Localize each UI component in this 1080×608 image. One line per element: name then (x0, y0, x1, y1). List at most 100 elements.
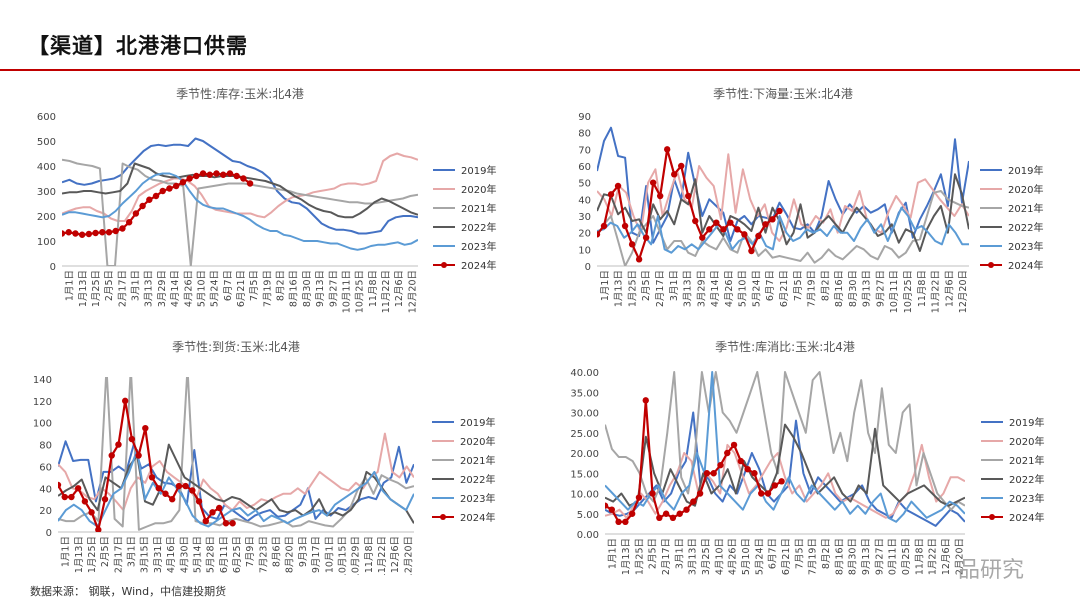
legend-label: 2020年 (1009, 435, 1044, 448)
y-tick-label: 40.00 (570, 368, 599, 379)
x-tick-label: 7月23日 (258, 536, 269, 573)
legend-item: 2022年 (980, 221, 1043, 234)
legend-label: 2024年 (461, 259, 496, 272)
data-point (68, 493, 75, 501)
data-point (146, 196, 153, 203)
x-tick-label: 1月13日 (614, 270, 625, 307)
data-point (737, 457, 745, 465)
data-point (769, 216, 776, 223)
chart-inventory: 季节性:库存:玉米:北4港 0 100 200 300 400 500 600 1月1日 1月13… (37, 86, 497, 313)
y-tick-label: 0 (50, 262, 56, 273)
x-tick-label: 10月29日 (351, 536, 362, 575)
data-point (206, 171, 213, 178)
data-point (95, 526, 102, 532)
x-tick-label: 12月6日 (394, 270, 405, 307)
x-tick-label: 1月1日 (600, 270, 611, 301)
data-point (132, 210, 140, 217)
x-tick-label: 10月25日 (903, 270, 914, 313)
y-tick-label: 50 (578, 179, 591, 190)
series-line-2022年 (58, 443, 414, 524)
x-tick-label: 11月22日 (381, 270, 392, 313)
legend-label: 2023年 (1009, 492, 1044, 505)
data-point (155, 485, 162, 492)
legend-marker (989, 514, 995, 520)
legend-item: 2021年 (432, 454, 495, 467)
data-point (92, 229, 99, 237)
series-line-2020年 (605, 443, 965, 519)
data-point (135, 452, 142, 459)
data-point (692, 217, 699, 225)
x-tick-label: 2月5日 (100, 536, 111, 567)
data-point (656, 192, 664, 200)
x-tick-label: 10月11日 (888, 538, 899, 575)
x-tick-label: 8月16日 (834, 270, 845, 307)
y-tick-label: 15.00 (570, 469, 599, 480)
x-tick-label: 9月27日 (875, 270, 886, 307)
x-tick-label: 10月25日 (901, 538, 912, 575)
x-tick-label: 4月26日 (728, 538, 739, 575)
data-point (607, 191, 615, 198)
data-point (635, 256, 643, 263)
chart-title: 季节性:到货:玉米:北4港 (172, 339, 300, 354)
x-tick-label: 3月29日 (157, 270, 168, 307)
x-tick-label: 12月20日 (958, 270, 969, 313)
data-point (605, 502, 609, 509)
data-point (139, 202, 146, 210)
legend-item: 2022年 (432, 473, 495, 486)
data-point (755, 232, 762, 240)
legend-label: 2019年 (1008, 164, 1043, 177)
y-tick-label: 30 (578, 212, 591, 223)
data-point (614, 182, 622, 190)
y-tick-label: 60 (39, 462, 52, 473)
legend-item: 2021年 (981, 454, 1044, 467)
data-point (179, 179, 187, 186)
series-line-2021年 (58, 377, 414, 531)
y-tick-label: 400 (37, 162, 56, 173)
legend-item: 2024年 (433, 259, 496, 272)
data-point (764, 490, 772, 497)
data-point (105, 229, 113, 236)
data-point (621, 222, 629, 230)
x-tick-label: 4月16日 (166, 536, 177, 573)
data-point (649, 179, 657, 186)
series-line-2023年 (58, 449, 414, 528)
data-point (168, 496, 176, 503)
data-point (776, 207, 783, 215)
x-tick-label: 1月25日 (91, 270, 102, 307)
data-point (713, 219, 720, 226)
data-point (685, 192, 692, 200)
data-point (608, 506, 615, 513)
data-point (128, 435, 136, 443)
data-source-note: 数据来源： 钢联，Wind，中信建投期货 (30, 585, 227, 598)
data-point (195, 498, 203, 505)
data-point (220, 171, 227, 178)
legend-item: 2019年 (980, 164, 1043, 177)
x-tick-label: 2月5日 (641, 270, 652, 301)
y-tick-label: 10 (578, 245, 591, 256)
data-point (112, 227, 119, 235)
header: 【渠道】北港港口供需 (0, 0, 1080, 72)
y-tick-label: 80 (39, 441, 52, 452)
legend-label: 2023年 (460, 492, 495, 505)
y-tick-label: 20.00 (570, 449, 599, 460)
data-point (62, 230, 66, 237)
y-tick-label: 140 (33, 375, 52, 386)
data-point (193, 172, 200, 180)
data-point (642, 234, 650, 241)
legend-marker (440, 514, 446, 520)
data-point (78, 231, 86, 238)
chart-arrival-panel: 季节性:到货:玉米:北4港 0 20 40 60 80 100 120 140 1月1日 1月13日… (20, 335, 540, 575)
chart-title: 季节性:库消比:玉米:北4港 (715, 339, 855, 354)
legend-label: 2021年 (1009, 454, 1044, 467)
chart-title: 季节性:库存:玉米:北4港 (176, 86, 304, 101)
data-point (717, 461, 724, 469)
legend-label: 2022年 (1009, 473, 1044, 486)
x-tick-label: 7月19日 (262, 270, 273, 307)
legend-label: 2019年 (1009, 416, 1044, 429)
y-tick-label: 25.00 (570, 429, 599, 440)
data-point (628, 241, 636, 248)
legend-item: 2020年 (980, 183, 1043, 196)
data-point (699, 234, 706, 241)
x-tick-label: 9月27日 (328, 270, 339, 307)
data-point (209, 509, 216, 516)
